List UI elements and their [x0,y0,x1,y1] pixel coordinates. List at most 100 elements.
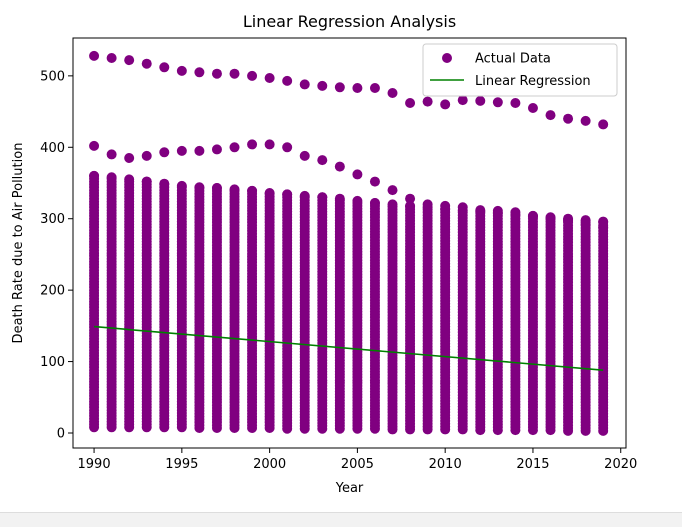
data-point [527,103,538,113]
x-tick-label: 2010 [429,457,462,472]
data-point [317,155,328,166]
data-point [598,216,609,227]
x-axis-ticks: 1990 1995 2000 2005 2010 2015 2020 [78,448,637,472]
legend-label-actual-data: Actual Data [475,52,551,67]
data-point [334,193,345,204]
data-point [264,139,275,150]
data-point [194,67,205,78]
y-tick-label: 200 [40,284,65,299]
data-point [159,178,170,189]
data-point [124,55,135,66]
data-point [124,153,135,163]
data-point [369,198,380,208]
data-point [159,147,170,158]
data-point [352,83,363,93]
x-tick-label: 2000 [253,457,286,472]
data-point [106,172,117,183]
data-point [299,150,310,161]
regression-line-group [93,325,604,371]
data-point [545,110,556,121]
data-point [598,119,609,130]
data-point [510,209,521,220]
data-point [89,50,100,61]
data-point [440,203,451,214]
data-point [141,58,152,69]
plot-area-frame [72,37,627,449]
regression-line [93,325,604,371]
data-point [457,205,468,216]
data-point [264,188,275,198]
data-point [89,170,100,181]
data-point [141,176,152,187]
data-point [317,80,328,91]
x-tick-label: 2020 [604,457,637,472]
data-point [492,208,503,218]
x-tick-label: 2015 [516,457,549,472]
data-point [282,189,293,200]
data-point [282,75,293,86]
x-tick-label: 1995 [165,457,198,472]
data-point [405,193,416,204]
data-point [176,145,187,156]
data-point [159,62,170,73]
data-point [124,174,135,185]
y-tick-label: 400 [40,141,65,156]
data-point [264,73,275,83]
y-tick-label: 100 [40,355,65,370]
y-axis-ticks: 0 100 200 300 400 500 [40,69,73,442]
data-point [387,199,398,210]
y-tick-label: 0 [57,427,65,442]
data-point [194,145,205,156]
data-point [106,149,117,160]
data-point [334,161,345,172]
legend-box [422,43,618,97]
data-point [405,98,416,108]
x-tick-label: 1990 [78,457,111,472]
data-point [405,200,416,211]
data-point [89,140,100,151]
bottom-toolbar-strip [0,512,682,527]
data-point [422,96,433,107]
data-points [89,50,609,436]
legend: Actual Data Linear Regression [422,43,618,97]
data-point [334,82,345,93]
data-point [229,142,240,153]
data-point [387,185,398,196]
data-point [229,184,240,195]
data-point [369,83,380,93]
y-tick-label: 500 [40,69,65,84]
data-point [440,99,451,110]
data-point [475,206,486,217]
x-tick-label: 2005 [341,457,374,472]
data-point [492,97,503,108]
data-point [352,195,363,206]
data-point [176,180,187,191]
data-point [247,70,258,81]
y-axis-label: Death Rate due to Air Pollution [11,143,26,344]
x-axis-label: Year [335,481,364,496]
data-point [299,79,310,90]
legend-marker-actual-data [442,53,452,63]
data-point [352,169,363,180]
data-point [176,65,187,76]
data-point [510,98,521,108]
data-point [457,95,468,106]
data-point [194,182,205,193]
data-point [545,212,556,223]
data-point [106,53,117,63]
data-point [580,115,591,126]
data-point [141,150,152,161]
data-point [299,190,310,201]
data-point [580,215,591,226]
data-point [369,176,380,187]
data-point [387,88,398,98]
legend-label-linear-regression: Linear Regression [475,74,591,89]
data-point [247,139,258,150]
data-point [475,95,486,106]
data-point [229,68,240,79]
data-point [211,144,222,155]
data-point [247,185,258,196]
scatter-chart: Linear Regression Analysis 1990 1995 2000 2… [11,12,637,496]
data-point [563,113,574,124]
